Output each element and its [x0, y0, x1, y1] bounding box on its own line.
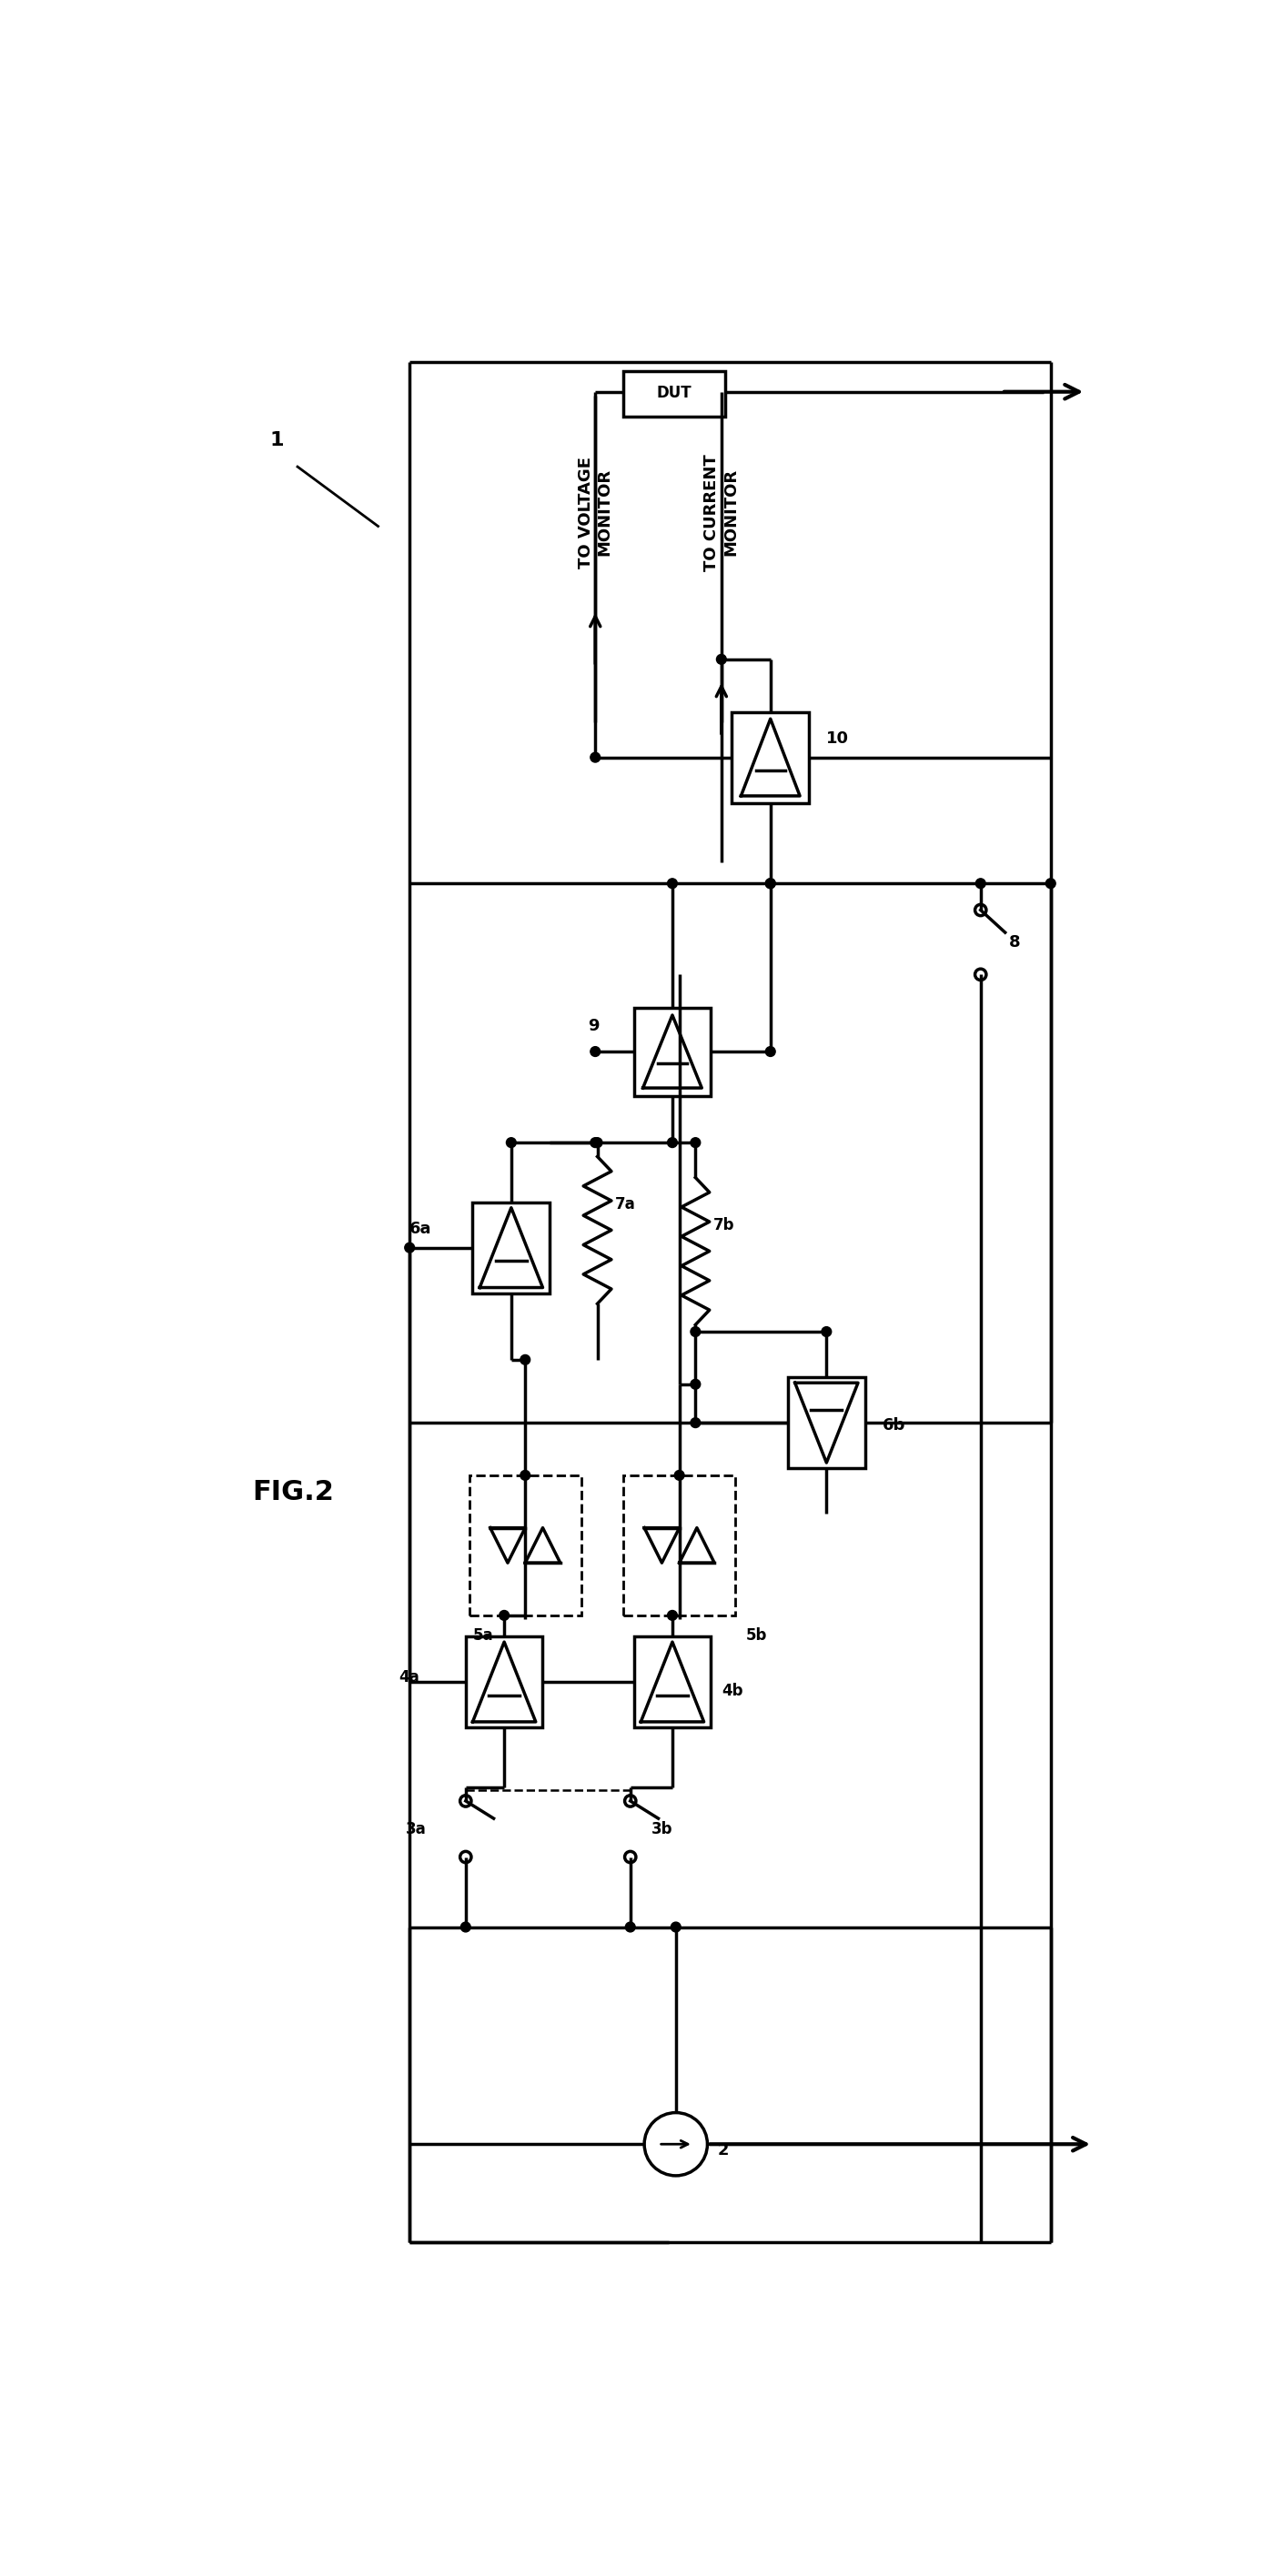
Circle shape: [520, 1355, 530, 1365]
Text: TO VOLTAGE
MONITOR: TO VOLTAGE MONITOR: [578, 456, 613, 569]
Circle shape: [668, 1610, 678, 1620]
Circle shape: [626, 1922, 635, 1932]
Text: DUT: DUT: [656, 384, 692, 402]
Bar: [634, 1007, 711, 1095]
Circle shape: [520, 1471, 530, 1481]
Circle shape: [506, 1139, 516, 1146]
Text: 8: 8: [1008, 935, 1020, 951]
Bar: [634, 1636, 711, 1728]
Text: 7b: 7b: [713, 1218, 734, 1234]
Text: 3a: 3a: [406, 1821, 427, 1837]
Circle shape: [766, 878, 775, 889]
Bar: [469, 1476, 582, 1615]
Circle shape: [766, 1046, 775, 1056]
Circle shape: [674, 1471, 684, 1481]
Circle shape: [668, 1139, 678, 1146]
Circle shape: [690, 1417, 700, 1427]
Circle shape: [671, 1922, 680, 1932]
Circle shape: [717, 654, 727, 665]
Text: 4a: 4a: [399, 1669, 420, 1685]
Circle shape: [591, 1046, 601, 1056]
Bar: [623, 1476, 736, 1615]
Text: 5b: 5b: [746, 1628, 767, 1643]
Text: 10: 10: [827, 732, 849, 747]
Text: 3b: 3b: [651, 1821, 673, 1837]
Text: 5a: 5a: [473, 1628, 493, 1643]
Bar: [787, 1378, 864, 1468]
Circle shape: [591, 752, 601, 762]
Bar: [623, 371, 724, 417]
Text: 1: 1: [270, 430, 284, 448]
Text: 4b: 4b: [722, 1682, 743, 1700]
Text: 7a: 7a: [615, 1195, 636, 1213]
Circle shape: [405, 1242, 414, 1252]
Bar: [466, 1636, 543, 1728]
Text: 6a: 6a: [410, 1221, 432, 1236]
Circle shape: [690, 1378, 700, 1388]
Circle shape: [1046, 878, 1055, 889]
Circle shape: [591, 1139, 601, 1146]
Text: 9: 9: [588, 1018, 599, 1033]
Bar: [732, 711, 809, 804]
Circle shape: [690, 1139, 700, 1146]
Circle shape: [690, 1327, 700, 1337]
Circle shape: [766, 878, 775, 889]
Circle shape: [976, 878, 986, 889]
Circle shape: [500, 1610, 509, 1620]
Circle shape: [461, 1922, 471, 1932]
Text: TO CURRENT
MONITOR: TO CURRENT MONITOR: [704, 453, 740, 572]
Text: 6b: 6b: [882, 1417, 906, 1432]
Circle shape: [668, 878, 678, 889]
Bar: [473, 1203, 550, 1293]
Circle shape: [822, 1327, 832, 1337]
Text: FIG.2: FIG.2: [252, 1479, 333, 1504]
Circle shape: [592, 1139, 602, 1146]
Text: 2: 2: [718, 2141, 729, 2159]
